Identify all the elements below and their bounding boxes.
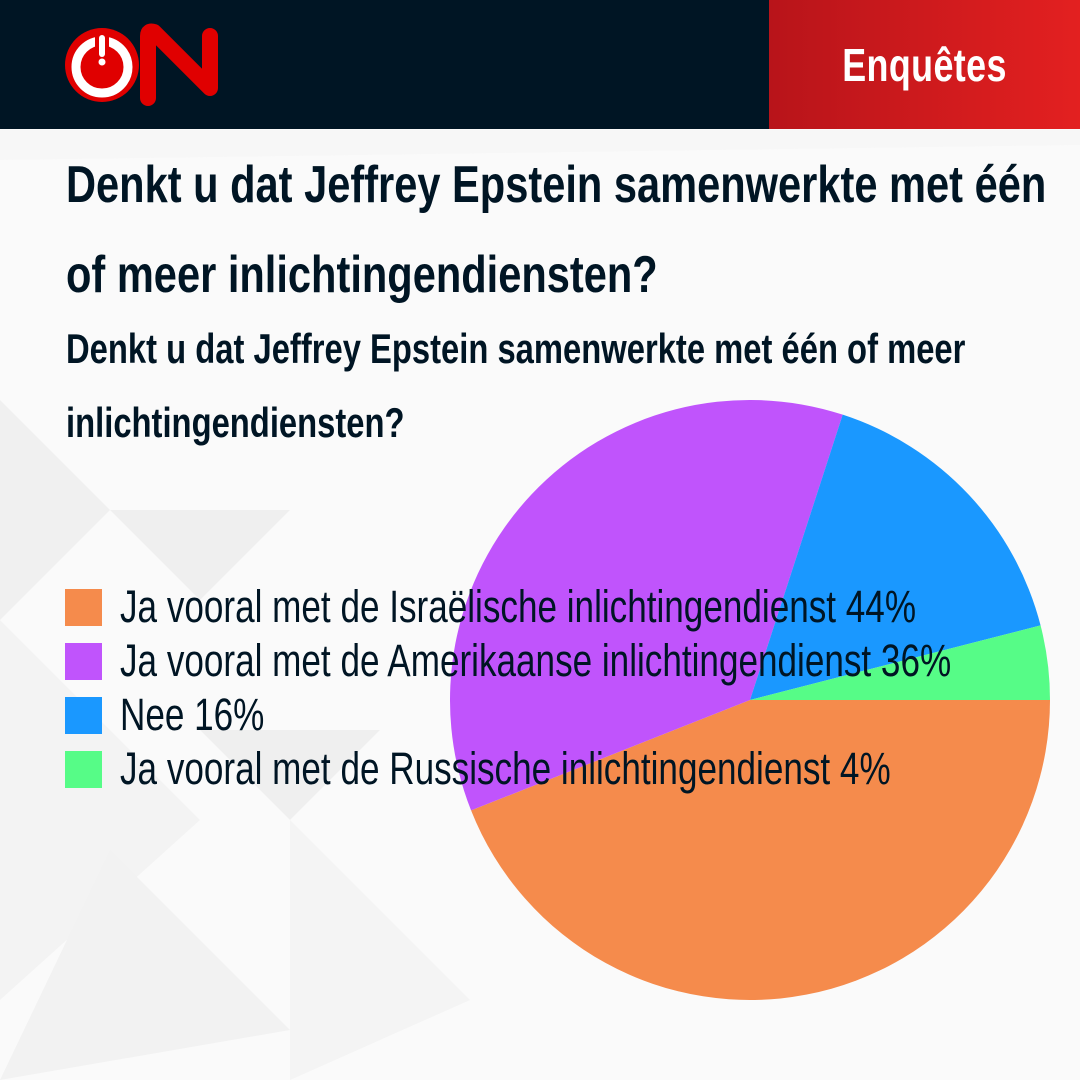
pie-chart (450, 400, 1050, 1000)
legend-item: Nee 16% (65, 688, 1080, 742)
header-bar: Enquêtes (0, 0, 1080, 129)
chart-legend: Ja vooral met de Israëlische inlichtinge… (65, 580, 1080, 796)
legend-swatch-blue (65, 696, 102, 734)
legend-label: Ja vooral met de Russische inlichtingend… (120, 743, 891, 794)
chart-title: Denkt u dat Jeffrey Epstein samenwerkte … (66, 325, 966, 446)
pie-slice (750, 414, 1041, 700)
legend-swatch-purple (65, 642, 102, 680)
legend-swatch-orange (65, 588, 102, 626)
section-label: Enquêtes (842, 38, 1007, 91)
legend-swatch-green (65, 750, 102, 788)
pie-slice (471, 700, 1050, 1000)
legend-item: Ja vooral met de Russische inlichtingend… (65, 742, 1080, 796)
legend-label: Ja vooral met de Amerikaanse inlichtinge… (120, 635, 952, 686)
legend-item: Ja vooral met de Israëlische inlichtinge… (65, 580, 1080, 634)
pie-slice (750, 625, 1050, 700)
section-tab-enquetes[interactable]: Enquêtes (769, 0, 1080, 129)
legend-label: Nee 16% (120, 689, 265, 740)
page-title: Denkt u dat Jeffrey Epstein samenwerkte … (66, 156, 1047, 304)
logo[interactable] (64, 22, 224, 108)
pie-slice (450, 400, 843, 811)
power-icon (65, 28, 139, 102)
legend-item: Ja vooral met de Amerikaanse inlichtinge… (65, 634, 1080, 688)
legend-label: Ja vooral met de Israëlische inlichtinge… (120, 581, 917, 632)
